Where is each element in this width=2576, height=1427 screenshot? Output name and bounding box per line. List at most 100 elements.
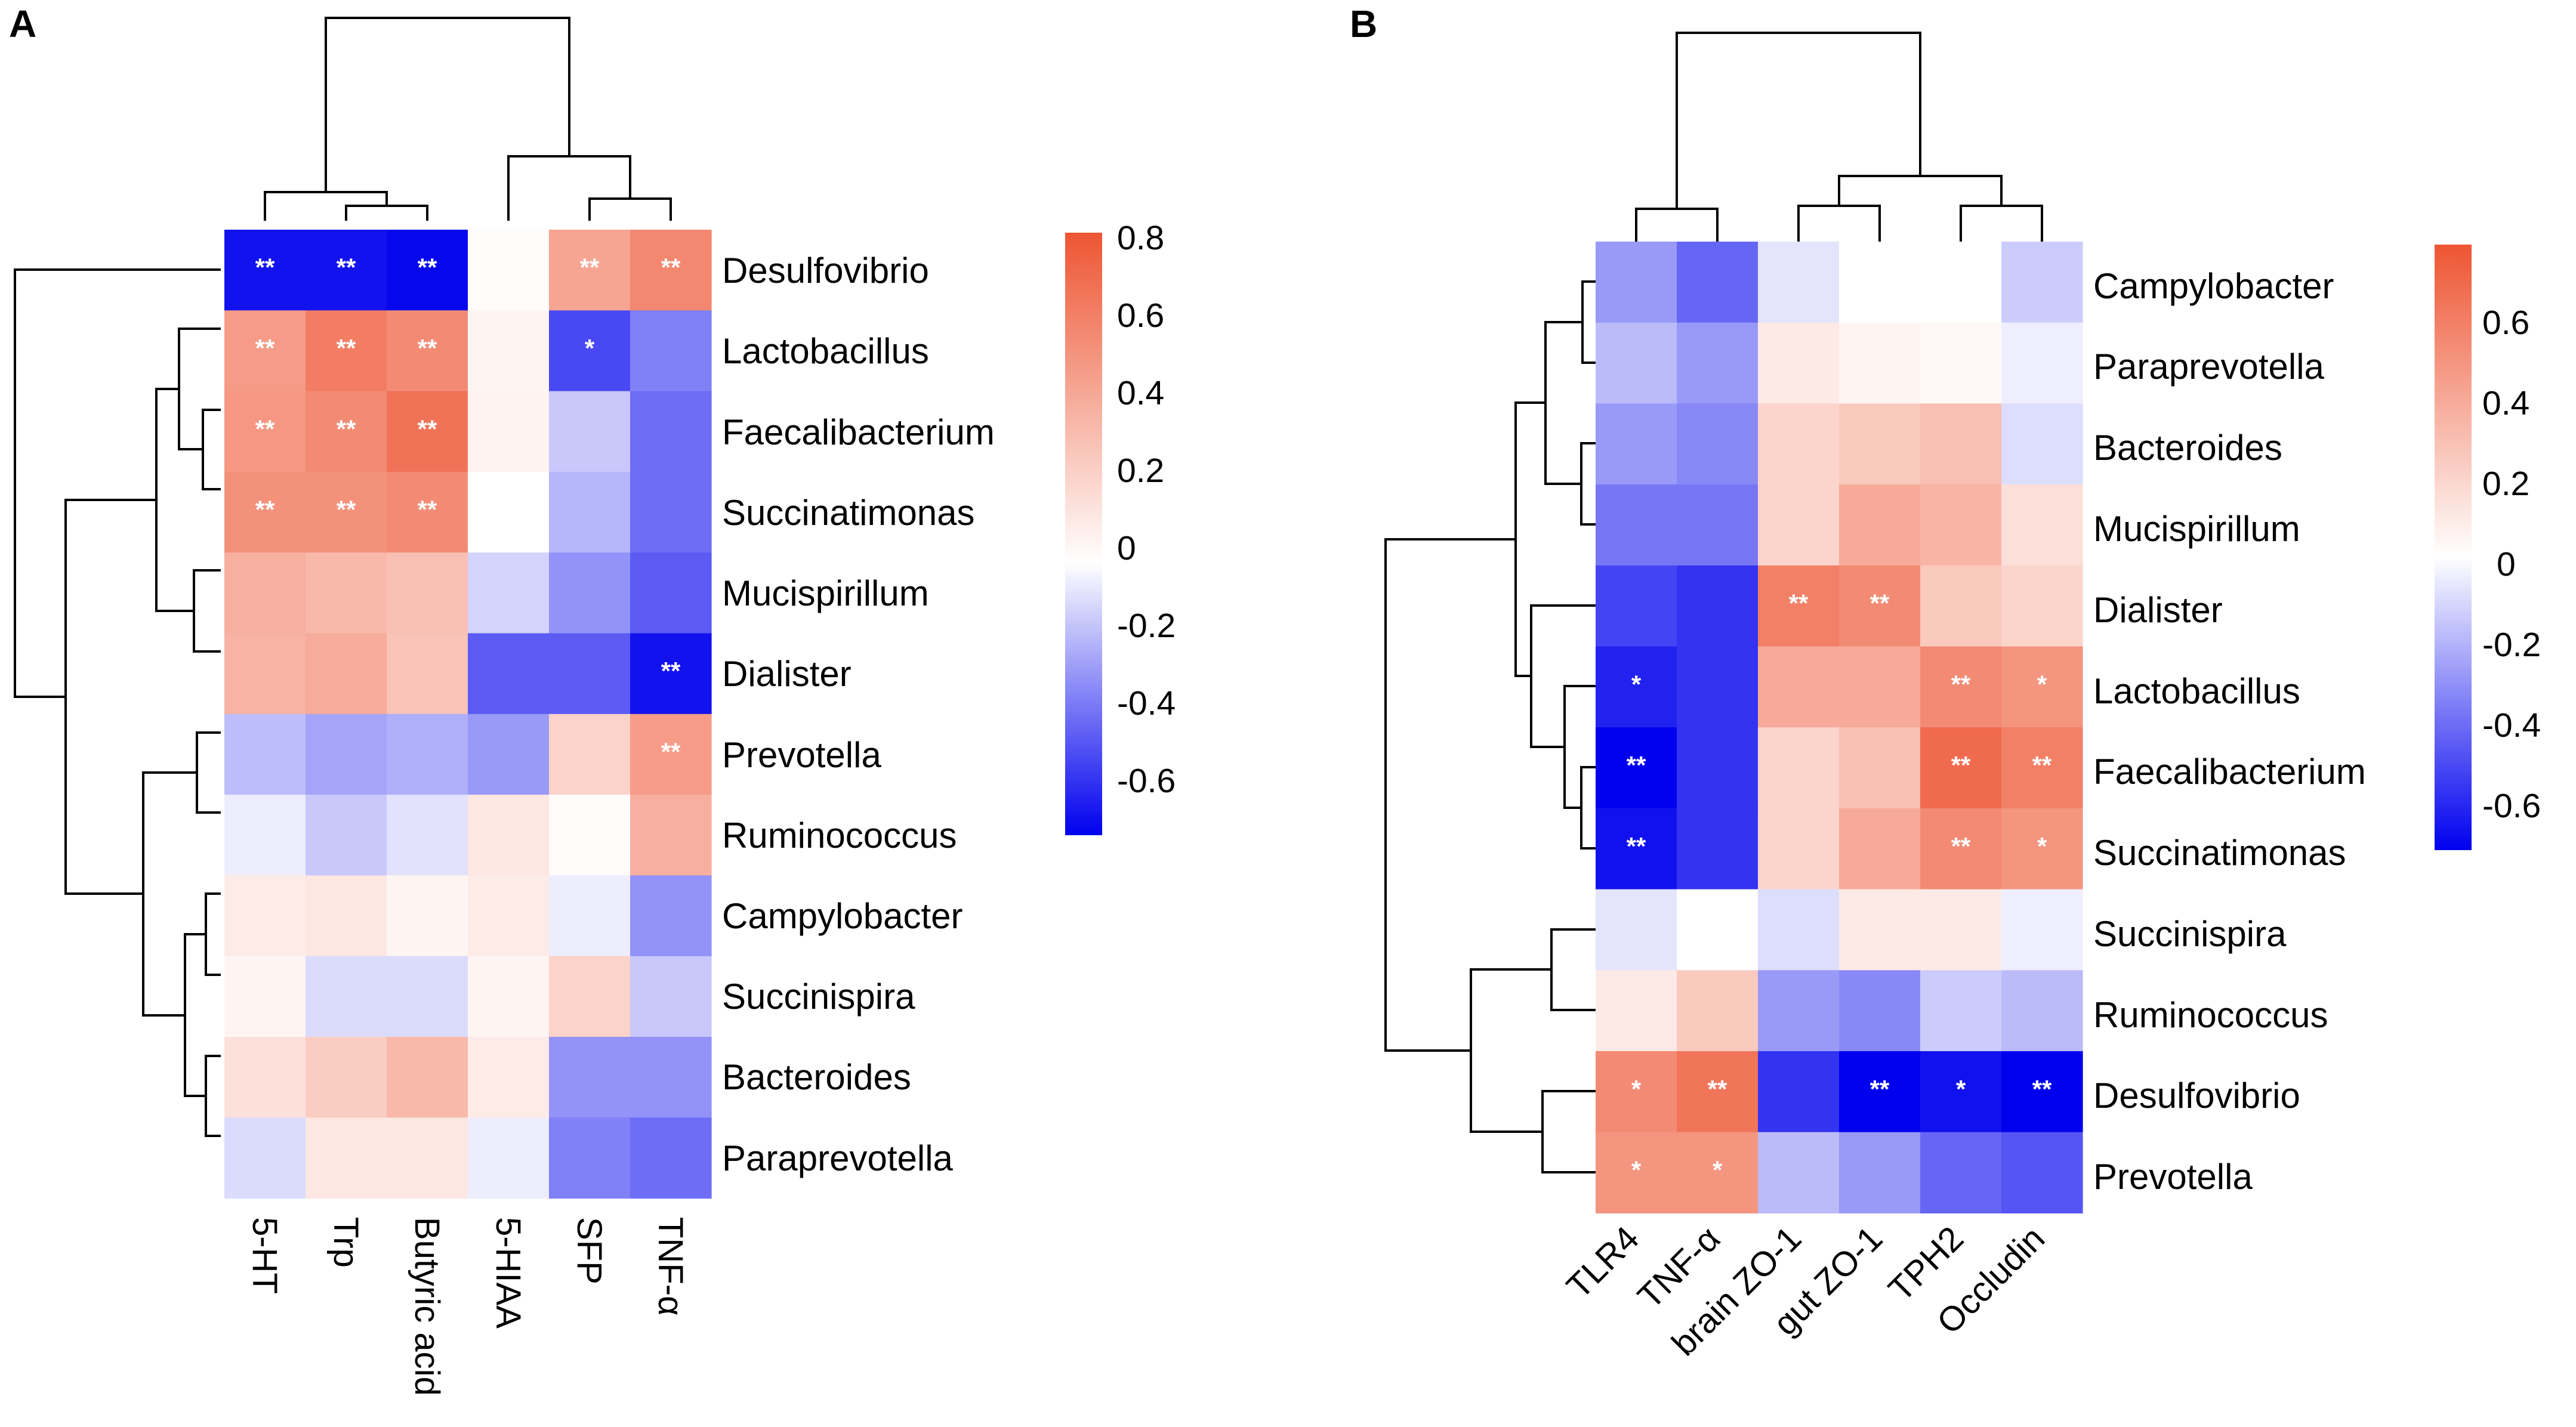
heatmap-cell bbox=[2001, 1051, 2083, 1133]
row-label: Dialister bbox=[722, 654, 852, 694]
significance-marker: ** bbox=[418, 415, 437, 443]
heatmap-cell bbox=[1920, 808, 2002, 890]
row-label: Bacteroides bbox=[722, 1057, 911, 1097]
significance-marker: ** bbox=[1627, 832, 1646, 860]
dendrogram-branch bbox=[588, 197, 672, 221]
significance-marker: * bbox=[1631, 1156, 1642, 1184]
heatmap-cell bbox=[387, 875, 468, 957]
row-label: Mucispirillum bbox=[722, 573, 929, 613]
dendrogram-branch bbox=[1384, 538, 1516, 1052]
significance-marker: ** bbox=[1951, 751, 1971, 779]
significance-marker: ** bbox=[337, 254, 356, 282]
dendrogram-branch bbox=[142, 771, 197, 1017]
row-label: Faecalibacterium bbox=[722, 412, 995, 452]
heatmap-cell bbox=[1920, 970, 2002, 1052]
panel-a-cells bbox=[224, 230, 712, 1199]
panel-a-col-labels: 5-HT Trp Butyric acid 5-HIAA SFP TNF-α bbox=[245, 1217, 690, 1396]
colorbar-tick: -0.6 bbox=[2482, 787, 2541, 825]
colorbar-tick: 0.8 bbox=[1117, 219, 1164, 257]
heatmap-cell bbox=[2001, 565, 2083, 647]
heatmap-cell bbox=[387, 1037, 468, 1118]
row-label: Lactobacillus bbox=[2093, 671, 2300, 711]
heatmap-cell bbox=[224, 875, 306, 957]
heatmap-cell bbox=[2001, 889, 2083, 971]
row-label: Succinispira bbox=[722, 977, 915, 1017]
dendrogram-branch bbox=[507, 155, 631, 221]
heatmap-cell bbox=[468, 714, 550, 795]
heatmap-cell bbox=[387, 714, 468, 795]
significance-marker: ** bbox=[580, 254, 600, 282]
heatmap-cell bbox=[306, 714, 387, 795]
heatmap-cell bbox=[1677, 970, 1759, 1052]
colorbar-tick: -0.4 bbox=[1117, 684, 1176, 722]
panel-a-colorbar bbox=[1065, 233, 1102, 835]
heatmap-cell bbox=[306, 552, 387, 634]
heatmap-cell bbox=[1596, 565, 1677, 647]
row-label: Lactobacillus bbox=[722, 331, 929, 371]
significance-marker: ** bbox=[1870, 1075, 1890, 1103]
heatmap-cell bbox=[1758, 565, 1840, 647]
column-label: 5-HIAA bbox=[489, 1217, 527, 1329]
row-label: Succinatimonas bbox=[722, 493, 975, 533]
heatmap-cell bbox=[468, 795, 550, 876]
dendrogram-branch bbox=[1541, 1090, 1596, 1173]
significance-marker: ** bbox=[337, 415, 356, 443]
panel-b-row-labels: Campylobacter Paraprevotella Bacteroides… bbox=[2093, 266, 2366, 1197]
heatmap-cell bbox=[387, 633, 468, 715]
heatmap-cell bbox=[2001, 727, 2083, 809]
significance-marker: * bbox=[1631, 1075, 1642, 1103]
heatmap-cell bbox=[1758, 242, 1840, 323]
significance-marker: ** bbox=[661, 254, 681, 282]
significance-marker: ** bbox=[418, 496, 437, 524]
column-label: Trp bbox=[326, 1217, 365, 1268]
heatmap-cell bbox=[1596, 1132, 1677, 1213]
heatmap-cell bbox=[1677, 808, 1759, 890]
significance-marker: ** bbox=[418, 334, 437, 362]
significance-marker: ** bbox=[418, 254, 437, 282]
column-label: TLR4 bbox=[1559, 1219, 1646, 1306]
heatmap-cell bbox=[1596, 646, 1677, 728]
heatmap-cell bbox=[1839, 565, 1921, 647]
dendrogram-branch bbox=[1580, 442, 1596, 526]
heatmap-cell bbox=[306, 391, 387, 472]
heatmap-cell bbox=[1758, 484, 1840, 566]
dendrogram-branch bbox=[1838, 175, 2003, 206]
colorbar-tick: 0.4 bbox=[2482, 384, 2529, 422]
heatmap-cell bbox=[1839, 808, 1921, 890]
heatmap-cell bbox=[1839, 484, 1921, 566]
significance-marker: ** bbox=[1708, 1075, 1727, 1103]
heatmap-cell bbox=[224, 956, 306, 1037]
colorbar-tick: -0.6 bbox=[1117, 762, 1176, 800]
dendrogram-branch bbox=[1580, 766, 1596, 850]
row-label: Desulfovibrio bbox=[722, 251, 929, 291]
heatmap-cell bbox=[1677, 1051, 1759, 1133]
significance-marker: ** bbox=[661, 737, 681, 765]
heatmap-cell bbox=[2001, 646, 2083, 728]
significance-marker: * bbox=[585, 334, 595, 362]
row-label: Prevotella bbox=[722, 735, 881, 775]
heatmap-cell bbox=[1839, 1051, 1921, 1133]
heatmap-cell bbox=[306, 310, 387, 392]
row-label: Campylobacter bbox=[2093, 266, 2334, 306]
heatmap-cell bbox=[1920, 646, 2002, 728]
heatmap-cell bbox=[1596, 403, 1677, 485]
panel-b-colorbar-ticks: 0.6 0.4 0.2 0 -0.2 -0.4 -0.6 bbox=[2482, 304, 2541, 825]
heatmap-cell bbox=[387, 1117, 468, 1199]
heatmap-cell bbox=[224, 471, 306, 553]
heatmap-cell bbox=[1758, 322, 1840, 404]
heatmap-cell bbox=[387, 795, 468, 876]
column-label: Butyric acid bbox=[408, 1217, 446, 1396]
heatmap-cell bbox=[306, 956, 387, 1037]
significance-marker: ** bbox=[1789, 589, 1809, 617]
heatmap-cell bbox=[468, 956, 550, 1037]
heatmap-cell bbox=[1677, 889, 1759, 971]
heatmap-cell bbox=[306, 875, 387, 957]
heatmap-cell bbox=[1596, 808, 1677, 890]
column-label: TNF-α bbox=[651, 1217, 690, 1316]
heatmap-cell bbox=[468, 310, 550, 392]
panel-a: A ** ** ** ** **** ** ** *** ** **** ** ****** Desu… bbox=[9, 2, 1176, 1396]
heatmap-cell bbox=[549, 714, 631, 795]
heatmap-cell bbox=[1758, 727, 1840, 809]
column-label: 5-HT bbox=[245, 1217, 284, 1294]
significance-marker: ** bbox=[255, 415, 275, 443]
